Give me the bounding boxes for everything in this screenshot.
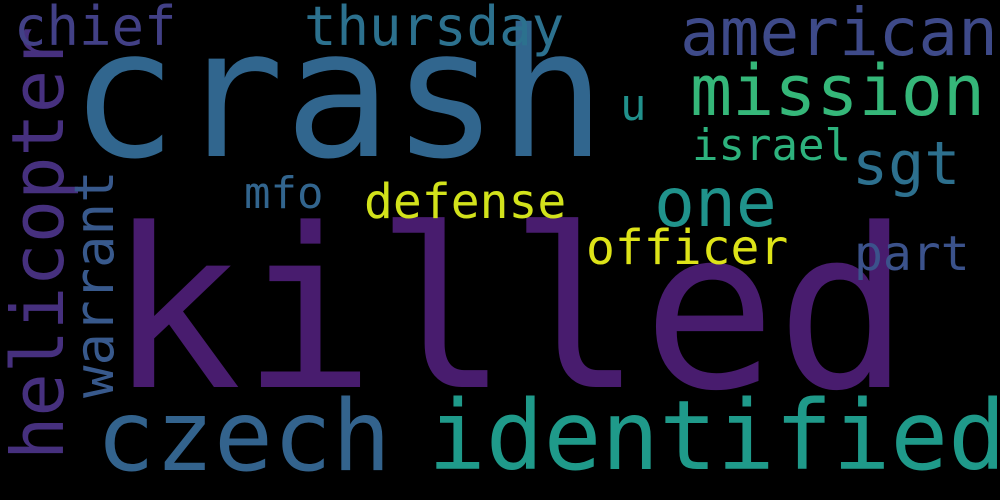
word-czech: czech	[96, 380, 392, 494]
word-chief: chief	[14, 0, 177, 58]
word-officer: officer	[586, 220, 789, 276]
word-mission: mission	[690, 50, 986, 132]
word-warrant: warrant	[63, 170, 126, 398]
word-identified: identified	[428, 380, 1000, 492]
word-killed: killed	[108, 182, 910, 440]
word-american: american	[680, 0, 998, 71]
word-israel: israel	[692, 120, 851, 171]
word-thursday: thursday	[304, 0, 565, 58]
word-part: part	[854, 226, 970, 282]
word-crash: crash	[70, 0, 606, 198]
word-u: u	[620, 80, 647, 131]
word-sgt: sgt	[852, 129, 961, 199]
word-one: one	[654, 164, 777, 243]
word-defense: defense	[364, 174, 567, 230]
word-mfo: mfo	[244, 168, 324, 219]
